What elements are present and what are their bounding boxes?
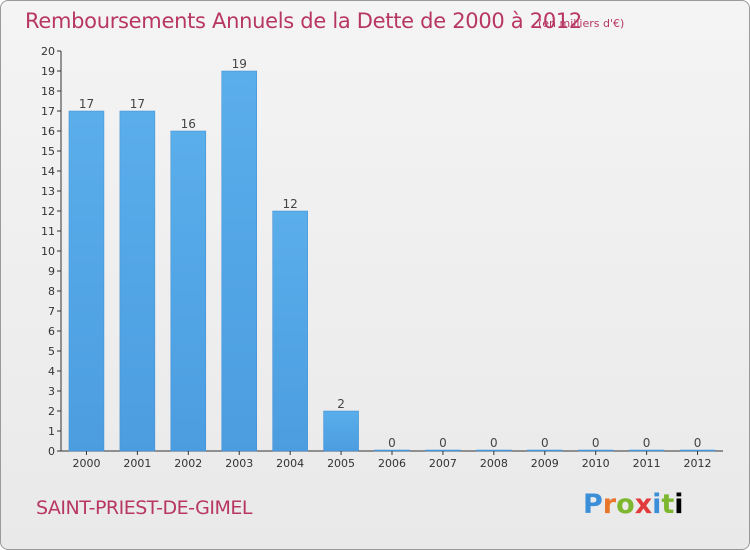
y-tick-label: 18 xyxy=(41,85,55,98)
bar-value-label: 2 xyxy=(337,397,345,411)
y-tick-label: 5 xyxy=(48,345,55,358)
y-tick-label: 3 xyxy=(48,385,55,398)
x-tick-label: 2012 xyxy=(684,457,712,470)
bar xyxy=(628,449,665,452)
x-tick-label: 2005 xyxy=(327,457,355,470)
x-tick-label: 2002 xyxy=(174,457,202,470)
bar xyxy=(221,70,257,452)
x-tick-label: 2010 xyxy=(582,457,610,470)
chart-unit-note: (en milliers d'€) xyxy=(538,17,625,30)
bar-value-label: 19 xyxy=(232,57,247,71)
y-tick-label: 2 xyxy=(48,405,55,418)
commune-name: SAINT-PRIEST-DE-GIMEL xyxy=(36,497,253,519)
y-tick-label: 1 xyxy=(48,425,55,438)
bar xyxy=(323,410,359,452)
y-tick-label: 12 xyxy=(41,205,55,218)
y-tick-label: 9 xyxy=(48,265,55,278)
x-tick-label: 2003 xyxy=(225,457,253,470)
bar xyxy=(119,110,156,452)
y-tick-label: 8 xyxy=(48,285,55,298)
bar-value-label: 0 xyxy=(490,436,498,450)
x-tick-label: 2011 xyxy=(633,457,661,470)
x-tick-label: 2004 xyxy=(276,457,304,470)
bar-value-label: 17 xyxy=(79,97,94,111)
y-tick-label: 4 xyxy=(48,365,55,378)
y-tick-label: 17 xyxy=(41,105,55,118)
bar xyxy=(527,449,563,452)
y-tick-label: 14 xyxy=(41,165,55,178)
bar-value-label: 0 xyxy=(694,436,702,450)
bar-value-label: 0 xyxy=(439,436,447,450)
x-tick-label: 2008 xyxy=(480,457,508,470)
bar-value-label: 17 xyxy=(130,97,145,111)
y-tick-label: 19 xyxy=(41,65,55,78)
bar xyxy=(68,110,105,452)
bar xyxy=(425,449,461,452)
x-tick-label: 2006 xyxy=(378,457,406,470)
bar-value-label: 0 xyxy=(592,436,600,450)
y-tick-label: 7 xyxy=(48,305,55,318)
y-tick-label: 15 xyxy=(41,145,55,158)
bar xyxy=(577,449,614,452)
bar xyxy=(170,130,207,452)
bar xyxy=(374,449,410,452)
proxiti-logo: Proxiti xyxy=(583,489,684,520)
y-tick-label: 13 xyxy=(41,185,55,198)
bar xyxy=(272,210,308,452)
x-tick-label: 2007 xyxy=(429,457,457,470)
bar-value-label: 0 xyxy=(388,436,396,450)
y-tick-label: 11 xyxy=(41,225,55,238)
bar xyxy=(679,449,716,452)
bar-value-label: 0 xyxy=(643,436,651,450)
chart-title: Remboursements Annuels de la Dette de 20… xyxy=(25,9,582,33)
bar-value-label: 0 xyxy=(541,436,549,450)
bar xyxy=(476,449,512,452)
bar-value-label: 16 xyxy=(181,117,196,131)
x-tick-label: 2009 xyxy=(531,457,559,470)
bar-value-label: 12 xyxy=(283,197,298,211)
y-tick-label: 6 xyxy=(48,325,55,338)
y-tick-label: 10 xyxy=(41,245,55,258)
x-tick-label: 2001 xyxy=(123,457,151,470)
y-tick-label: 20 xyxy=(41,45,55,58)
y-tick-label: 16 xyxy=(41,125,55,138)
y-tick-label: 0 xyxy=(48,445,55,458)
x-tick-label: 2000 xyxy=(72,457,100,470)
